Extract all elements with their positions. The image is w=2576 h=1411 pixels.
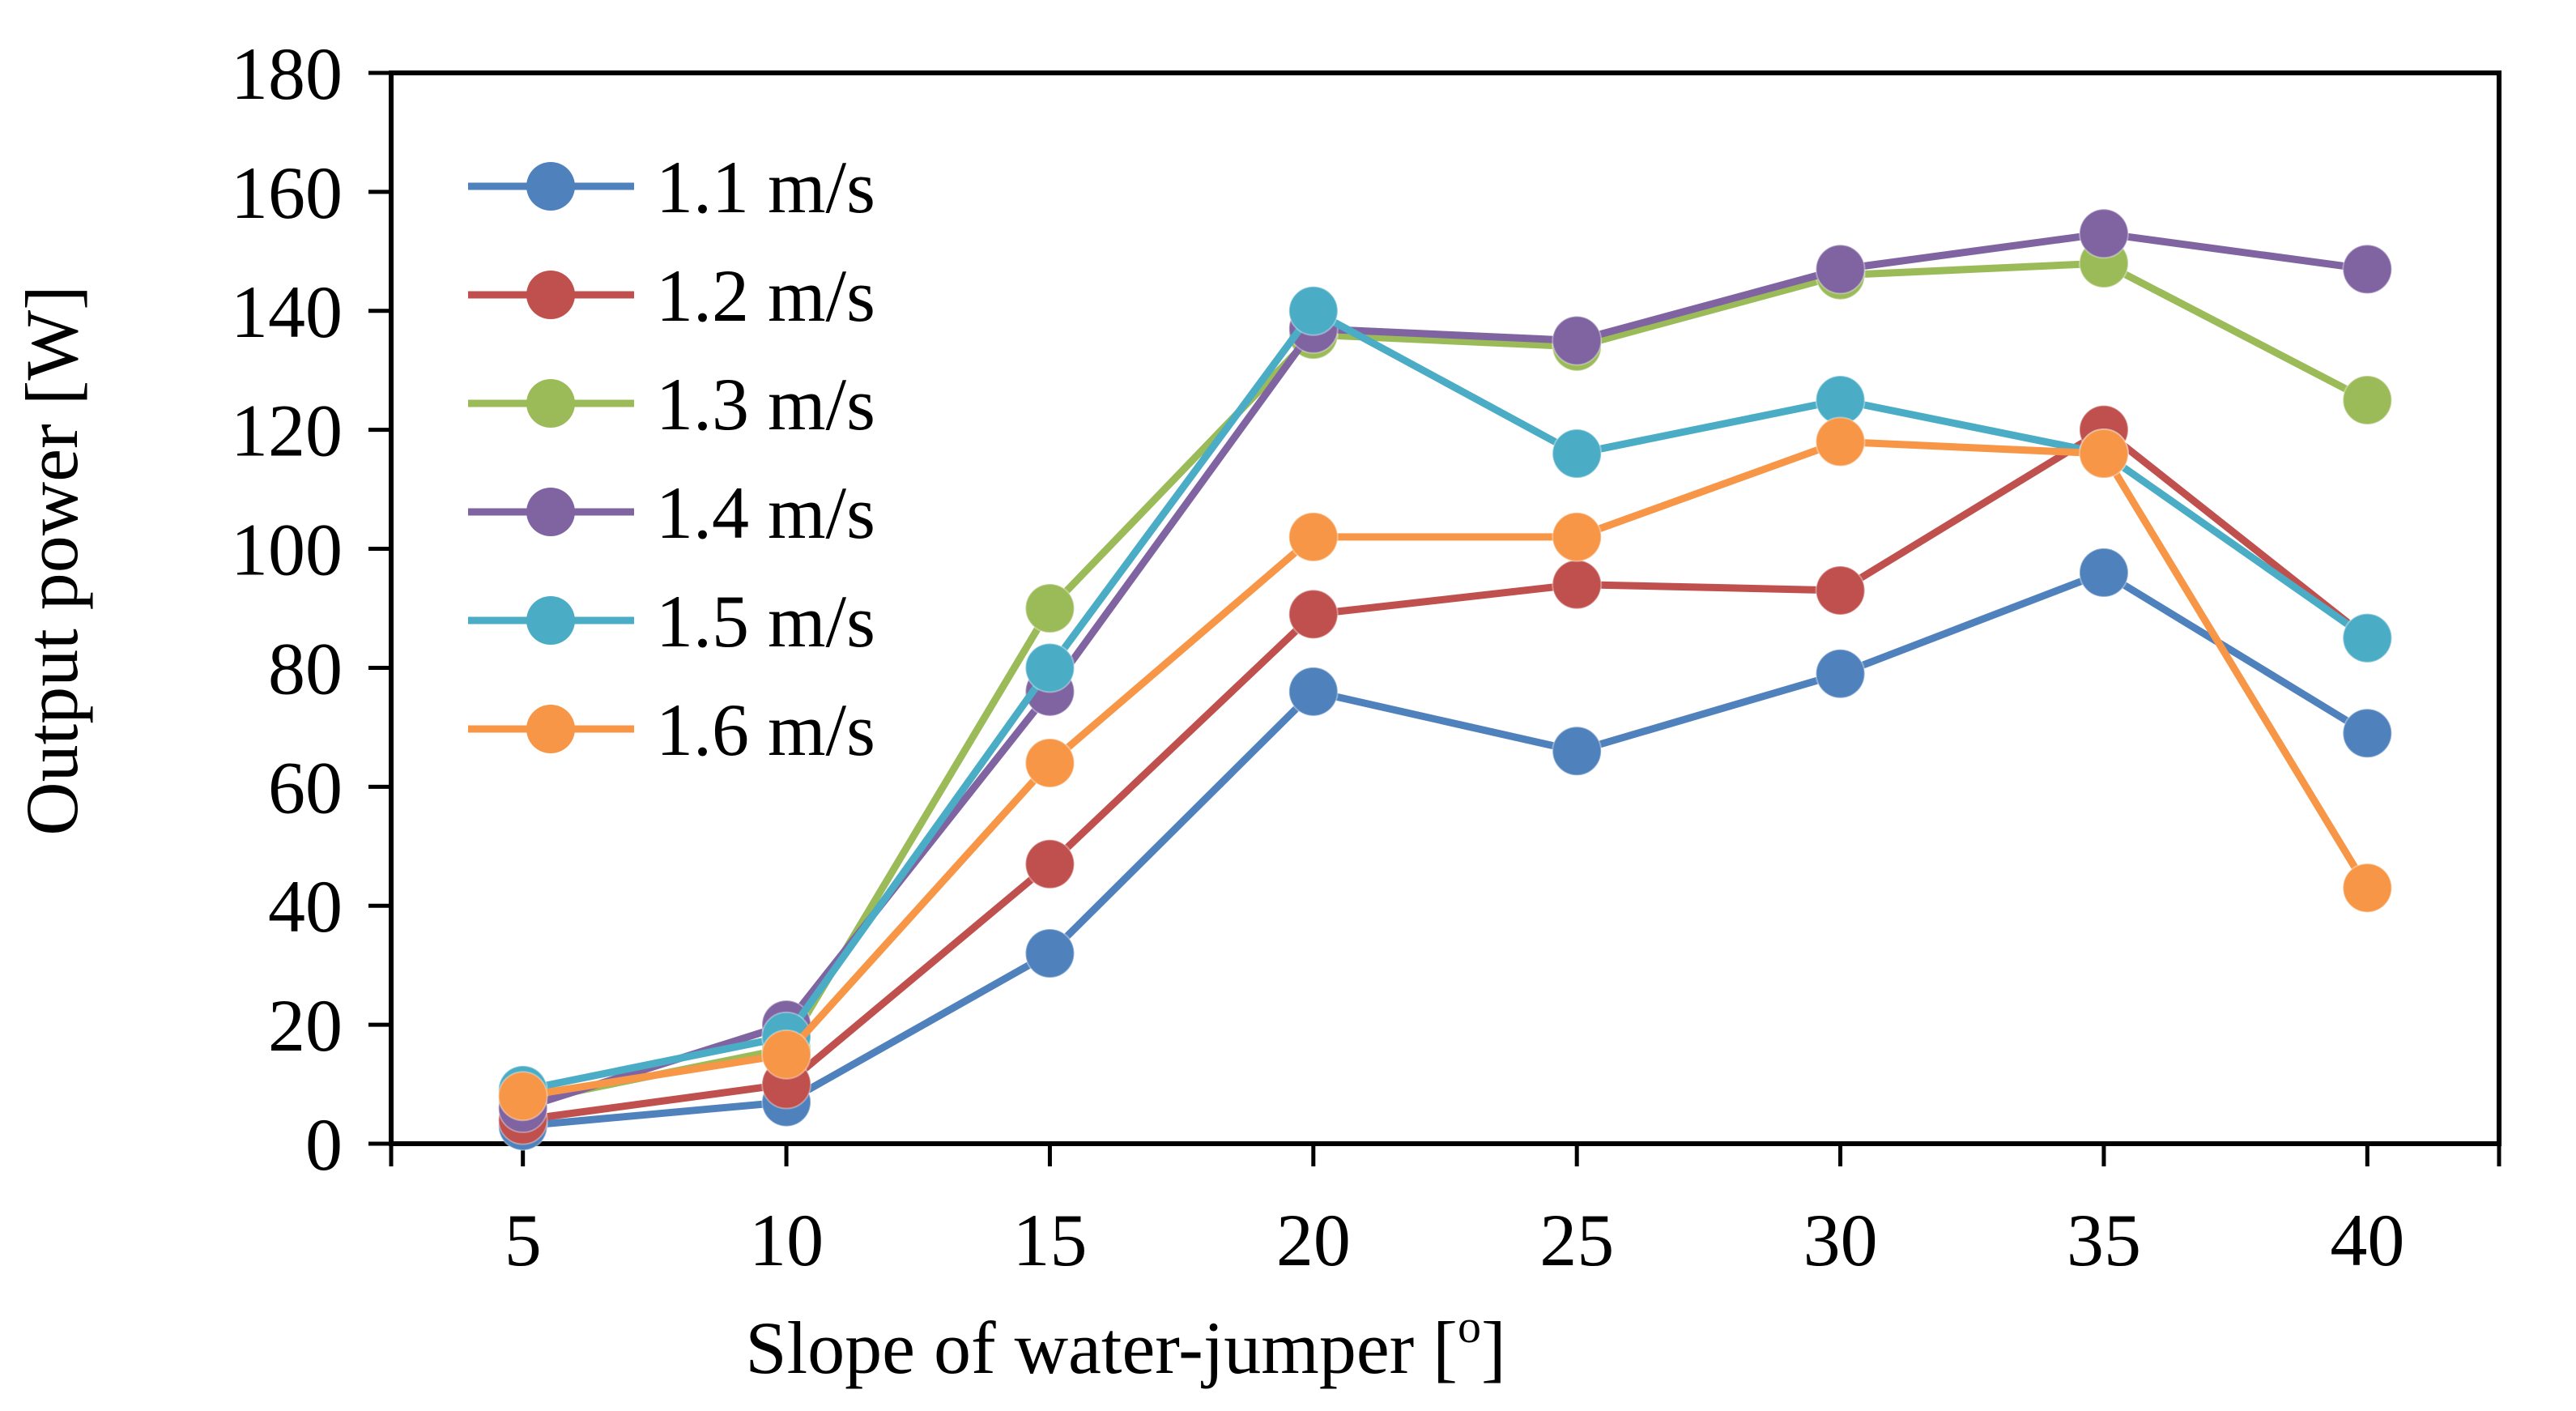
y-tick-label: 100 <box>231 509 343 591</box>
data-point <box>497 1071 548 1122</box>
legend-marker <box>526 705 575 753</box>
series-line <box>522 307 2369 1094</box>
legend: 1.1 m/s 1.2 m/s 1.3 m/s 1.4 m/s 1.5 m/s 1.6 m… <box>468 146 875 771</box>
x-tick-label: 35 <box>2067 1199 2141 1281</box>
data-point <box>1552 315 1603 366</box>
data-point <box>2078 547 2129 598</box>
legend-item: 1.4 m/s <box>468 471 875 554</box>
legend-marker <box>526 379 575 428</box>
x-tick-label: 40 <box>2330 1199 2404 1281</box>
data-point <box>1024 737 1075 788</box>
series-6 <box>497 416 2393 1122</box>
x-axis-title: Slope of water-jumper [o] <box>745 1300 1505 1389</box>
legend-item: 1.1 m/s <box>468 146 875 228</box>
data-point <box>2342 612 2393 663</box>
data-point <box>1815 416 1866 467</box>
x-axis-title-end: ] <box>1481 1307 1506 1389</box>
data-point <box>1024 838 1075 889</box>
data-point <box>761 1029 812 1080</box>
plot-area <box>389 70 2501 1146</box>
data-point <box>1815 244 1866 295</box>
legend-label: 1.5 m/s <box>656 580 875 663</box>
data-point <box>1288 666 1339 717</box>
y-tick-label: 0 <box>305 1103 343 1186</box>
data-point <box>1024 927 1075 978</box>
y-tick-label: 80 <box>268 627 343 710</box>
data-point <box>2078 208 2129 259</box>
series-layer <box>497 208 2393 1151</box>
legend-marker <box>526 271 575 319</box>
x-tick-label: 10 <box>749 1199 824 1281</box>
legend-item: 1.2 m/s <box>468 254 875 337</box>
legend-item: 1.6 m/s <box>468 688 875 771</box>
legend-marker <box>526 162 575 211</box>
series-line <box>522 569 2369 1130</box>
x-tick-label: 30 <box>1803 1199 1878 1281</box>
x-tick-label: 20 <box>1276 1199 1351 1281</box>
y-tick-label: 20 <box>268 984 343 1067</box>
data-point <box>2342 708 2393 759</box>
x-tick-label: 25 <box>1539 1199 1614 1281</box>
legend-item: 1.3 m/s <box>468 363 875 445</box>
data-point <box>1288 589 1339 640</box>
y-tick-label: 160 <box>231 151 343 234</box>
data-point <box>2342 374 2393 425</box>
legend-label: 1.1 m/s <box>656 146 875 228</box>
legend-marker <box>526 596 575 645</box>
x-tick-label: 15 <box>1012 1199 1087 1281</box>
x-axis-title-superscript: o <box>1458 1300 1481 1353</box>
y-tick-label: 140 <box>231 271 343 353</box>
legend-label: 1.2 m/s <box>656 254 875 337</box>
x-axis-title-main: Slope of water-jumper [ <box>745 1307 1458 1389</box>
y-axis-title: Output power [W] <box>11 285 93 836</box>
series-line <box>522 437 2371 1100</box>
data-point <box>1552 511 1603 562</box>
data-point <box>2078 428 2129 480</box>
y-tick-label: 120 <box>231 390 343 472</box>
data-point <box>2342 863 2393 914</box>
data-point <box>1552 428 1603 480</box>
series-line <box>522 426 2370 1124</box>
y-axis: 0 20 40 60 80 100 120 140 160 180 <box>231 32 391 1186</box>
data-point <box>1815 648 1866 699</box>
data-point <box>1024 642 1075 693</box>
series-1 <box>497 547 2393 1151</box>
plot-frame <box>389 70 2501 1146</box>
y-tick-label: 60 <box>268 746 343 829</box>
data-point <box>2342 244 2393 295</box>
data-point <box>1815 565 1866 616</box>
data-point <box>1552 559 1603 610</box>
x-tick-label: 5 <box>505 1199 542 1281</box>
legend-item: 1.5 m/s <box>468 580 875 663</box>
y-tick-label: 180 <box>231 32 343 115</box>
data-point <box>1024 583 1075 633</box>
legend-marker <box>526 488 575 536</box>
data-point <box>1288 511 1339 562</box>
legend-label: 1.3 m/s <box>656 363 875 445</box>
legend-label: 1.6 m/s <box>656 688 875 771</box>
data-point <box>1552 726 1603 777</box>
x-axis: 5 10 15 20 25 30 35 40 <box>389 1144 2501 1281</box>
data-point <box>1288 285 1339 336</box>
y-tick-label: 40 <box>268 865 343 948</box>
legend-label: 1.4 m/s <box>656 471 875 554</box>
